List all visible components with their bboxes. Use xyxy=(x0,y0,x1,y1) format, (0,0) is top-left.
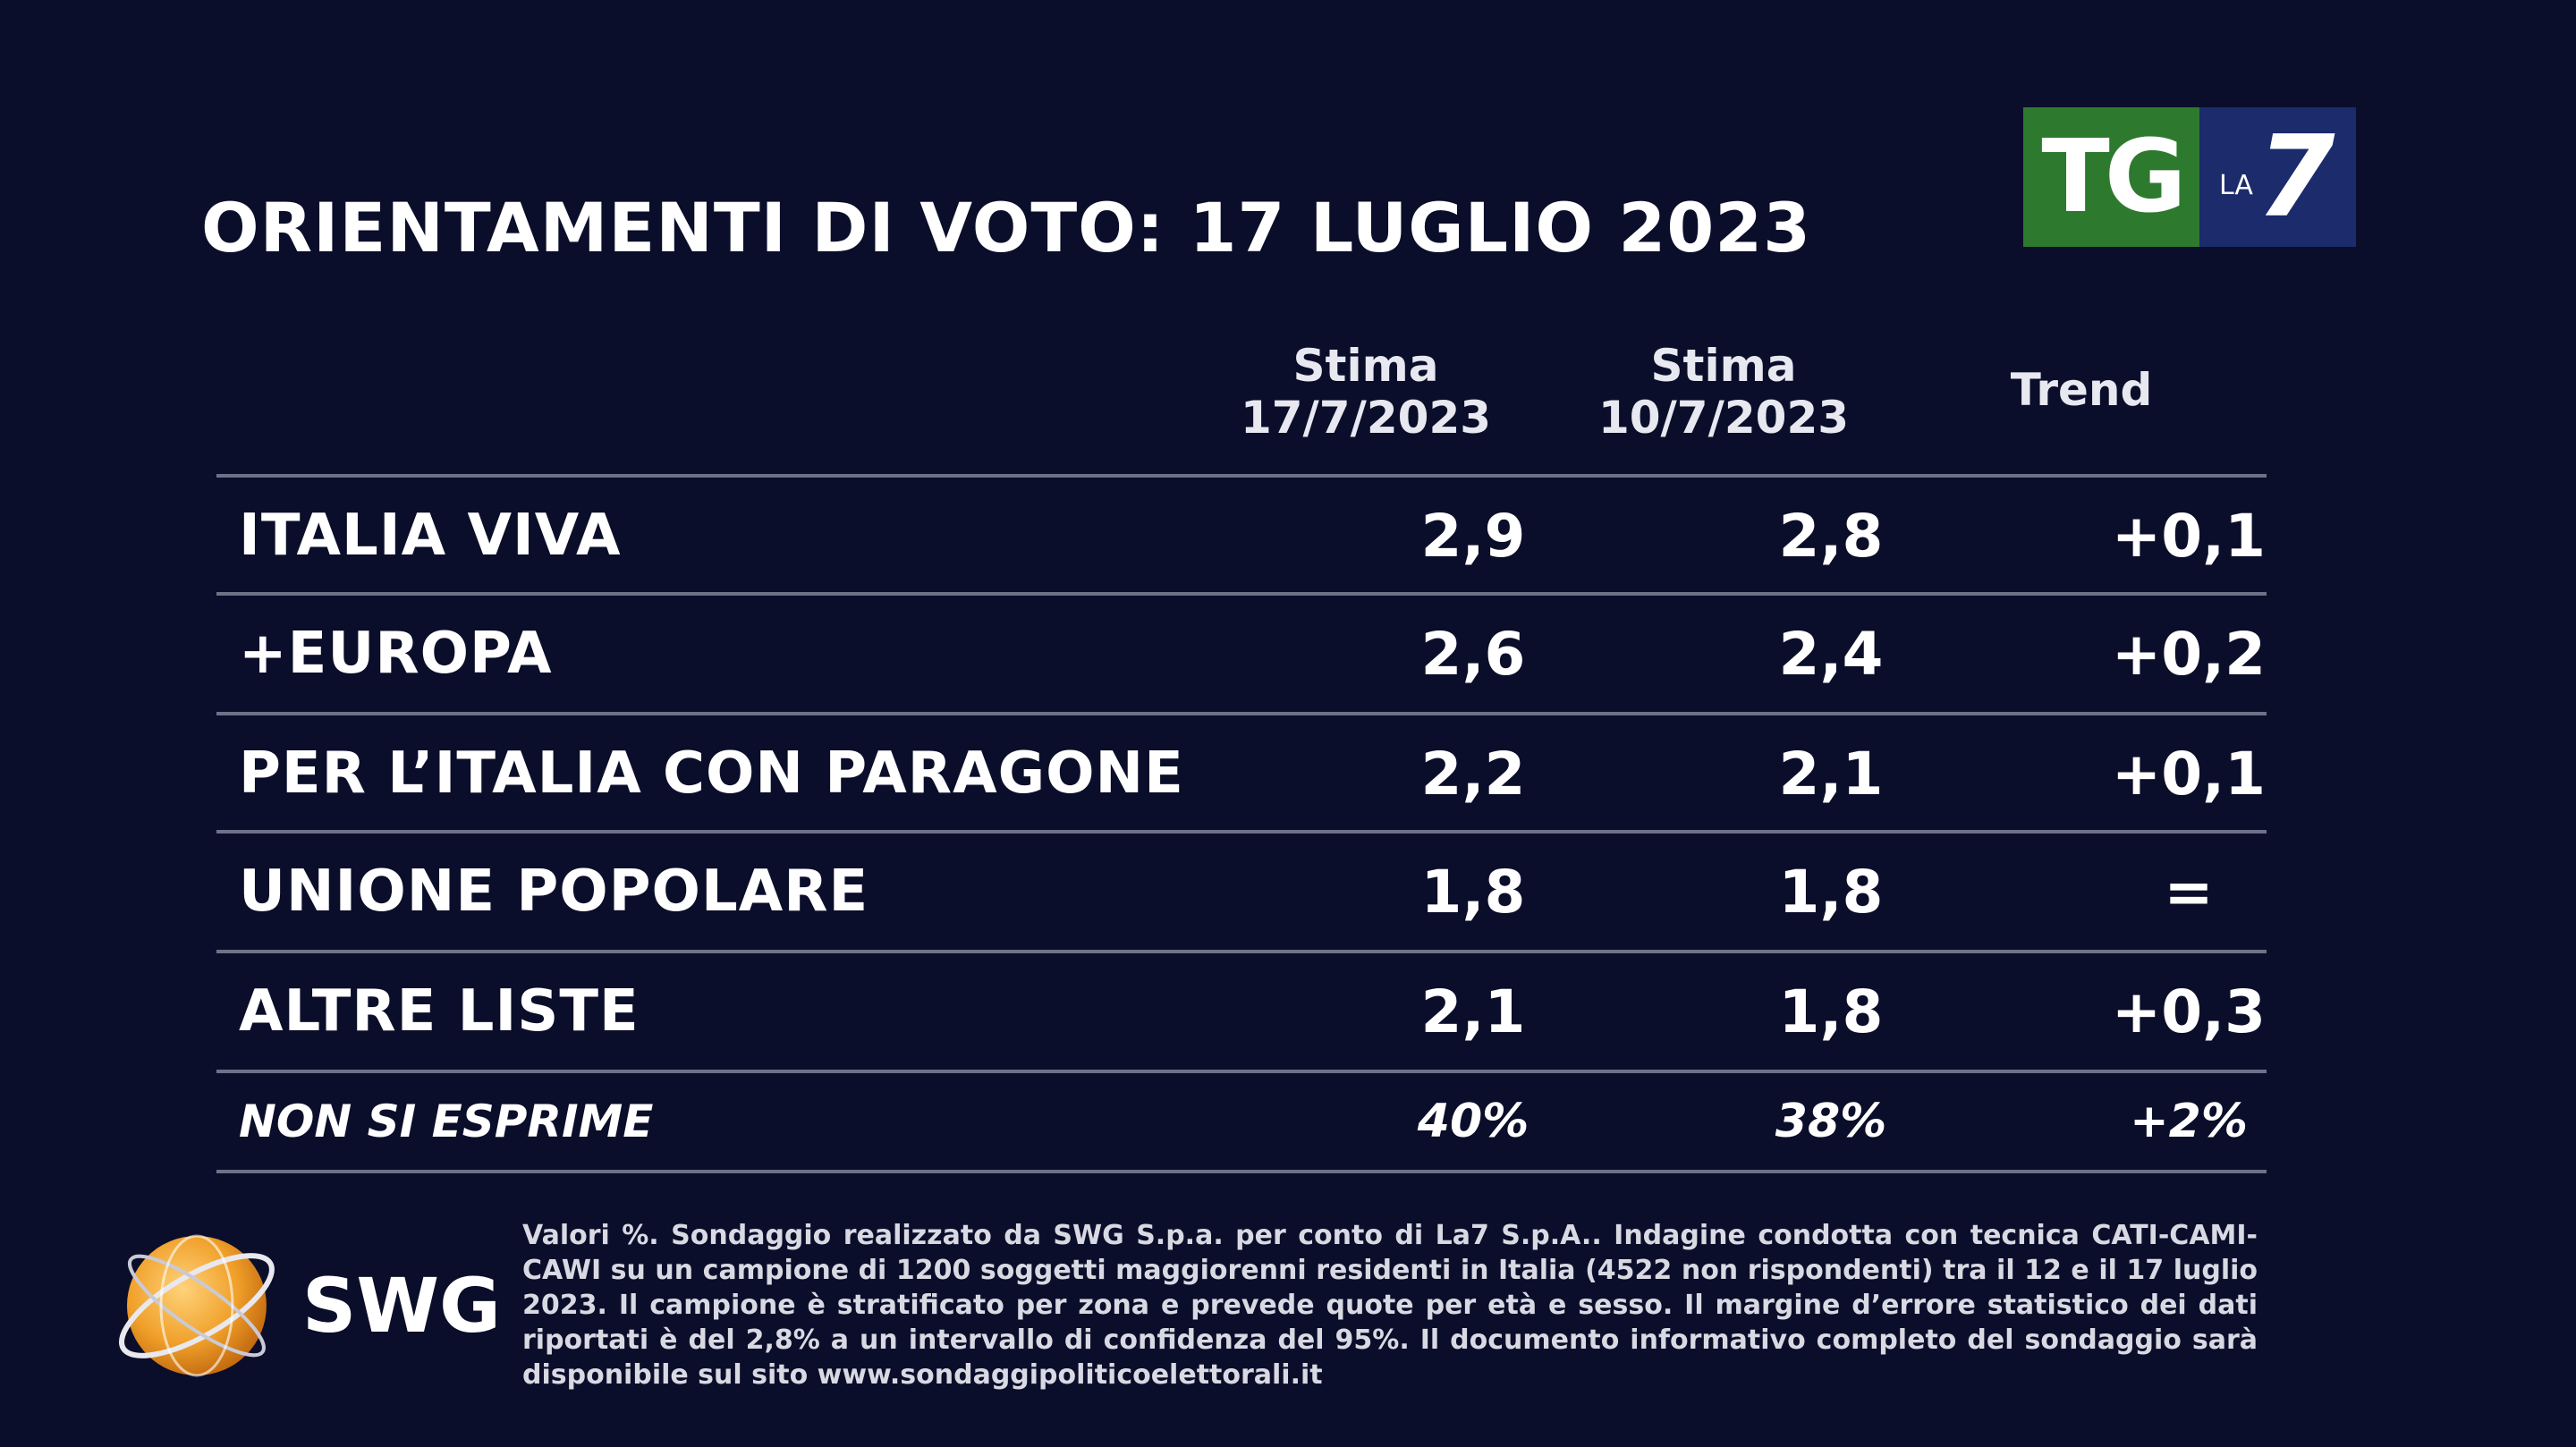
value-previous: 1,8 xyxy=(1778,857,1884,927)
value-previous: 38% xyxy=(1775,1095,1887,1148)
value-current: 2,9 xyxy=(1420,501,1526,571)
column-header-stima-current-date: 17/7/2023 xyxy=(1240,392,1492,444)
value-trend: +0,1 xyxy=(2111,501,2267,571)
table-rule xyxy=(216,1170,2267,1173)
value-trend: +2% xyxy=(2130,1095,2248,1148)
la7-logo: LA 7 xyxy=(2199,107,2356,247)
swg-globe-icon xyxy=(118,1234,275,1377)
la-logo-text: LA xyxy=(2219,170,2253,201)
value-current: 40% xyxy=(1417,1095,1530,1148)
column-header-stima-previous-date: 10/7/2023 xyxy=(1597,392,1850,444)
party-label: UNIONE POPOLARE xyxy=(239,859,869,925)
seven-logo-text: 7 xyxy=(2257,111,2335,242)
value-current: 1,8 xyxy=(1420,857,1526,927)
party-label: NON SI ESPRIME xyxy=(239,1096,654,1147)
swg-logo: SWG xyxy=(107,1225,501,1386)
table-rule xyxy=(216,830,2267,834)
column-header-stima-current-line1: Stima xyxy=(1292,340,1439,392)
methodology-note: Valori %. Sondaggio realizzato da SWG S.… xyxy=(522,1220,2258,1391)
table-row: ITALIA VIVA 2,9 2,8 +0,1 xyxy=(216,478,2267,594)
party-label: PER L’ITALIA CON PARAGONE xyxy=(239,740,1184,807)
party-label: +EUROPA xyxy=(239,621,553,687)
value-current: 2,1 xyxy=(1420,977,1526,1046)
table-rule xyxy=(216,474,2267,478)
table-rule xyxy=(216,1070,2267,1073)
column-header-trend: Trend xyxy=(2010,364,2153,416)
column-header-stima-previous: Stima 10/7/2023 xyxy=(1585,340,1862,444)
value-trend: = xyxy=(2164,857,2214,927)
tg-logo-text: TG xyxy=(2023,107,2199,247)
value-previous: 1,8 xyxy=(1778,977,1884,1046)
table-rule xyxy=(216,712,2267,715)
table-row: +EUROPA 2,6 2,4 +0,2 xyxy=(216,596,2267,712)
page-title: ORIENTAMENTI DI VOTO: 17 LUGLIO 2023 xyxy=(201,188,1811,267)
value-trend: +0,2 xyxy=(2111,619,2267,689)
party-label: ITALIA VIVA xyxy=(239,503,622,569)
party-label: ALTRE LISTE xyxy=(239,978,640,1045)
value-current: 2,6 xyxy=(1420,619,1526,689)
swg-logo-text: SWG xyxy=(301,1262,501,1350)
table-row: ALTRE LISTE 2,1 1,8 +0,3 xyxy=(216,953,2267,1070)
value-trend: +0,3 xyxy=(2111,977,2267,1046)
table-row: PER L’ITALIA CON PARAGONE 2,2 2,1 +0,1 xyxy=(216,715,2267,832)
value-previous: 2,4 xyxy=(1778,619,1884,689)
table-rule xyxy=(216,592,2267,596)
column-header-stima-previous-line1: Stima xyxy=(1650,340,1797,392)
tg-la7-logo: TG LA 7 xyxy=(2023,107,2356,247)
column-header-stima-current: Stima 17/7/2023 xyxy=(1227,340,1504,444)
value-trend: +0,1 xyxy=(2111,739,2267,808)
table-rule xyxy=(216,950,2267,953)
table-row: UNIONE POPOLARE 1,8 1,8 = xyxy=(216,834,2267,950)
value-previous: 2,1 xyxy=(1778,739,1884,808)
value-previous: 2,8 xyxy=(1778,501,1884,571)
value-current: 2,2 xyxy=(1420,739,1526,808)
table-row: NON SI ESPRIME 40% 38% +2% xyxy=(216,1073,2267,1170)
